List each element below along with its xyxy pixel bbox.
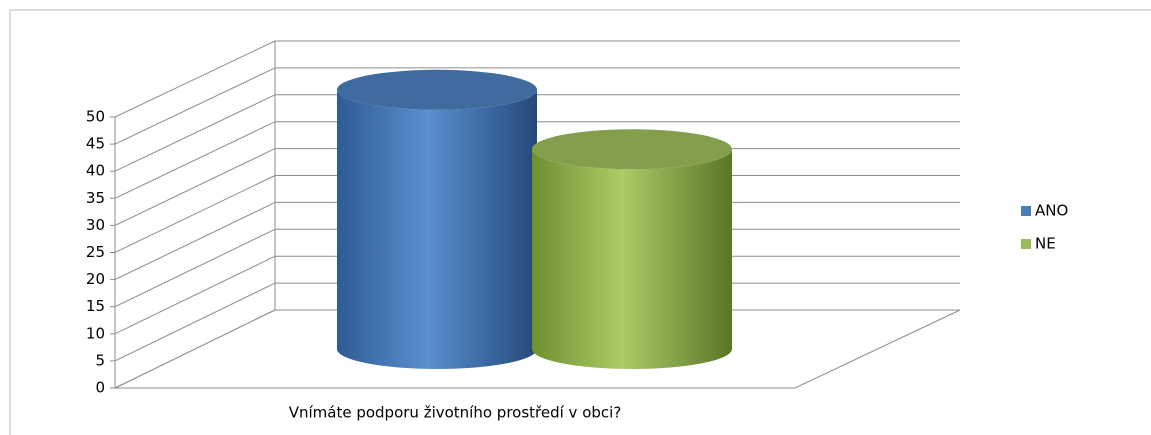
- grid-line: [114, 67, 276, 145]
- cylinder-top: [532, 129, 732, 170]
- legend-label: ANO: [1035, 202, 1068, 220]
- y-tick-label: 35: [86, 189, 105, 207]
- legend-swatch: [1021, 239, 1031, 249]
- y-tick-label: 30: [86, 216, 105, 234]
- grid-line: [114, 282, 276, 362]
- y-tick-label: 5: [95, 351, 105, 369]
- x-tick-label: Vnímáte podporu životního prostředí v ob…: [289, 404, 622, 422]
- y-tick-label: 25: [86, 243, 105, 261]
- grid-line: [114, 121, 276, 199]
- cylinder-top: [337, 69, 537, 110]
- grid-line: [114, 309, 276, 389]
- y-tick-label: 15: [86, 297, 105, 315]
- y-tick-label: 10: [86, 324, 105, 342]
- grid-line: [114, 40, 276, 118]
- grid-line: [114, 175, 276, 253]
- y-tick-label: 0: [95, 379, 105, 397]
- y-tick-label: 40: [86, 162, 105, 180]
- grid-line: [114, 201, 276, 281]
- legend-swatch: [1021, 206, 1031, 216]
- y-tick-label: 20: [86, 270, 105, 288]
- y-tick-label: 45: [86, 135, 105, 153]
- cylinder-body: [532, 149, 732, 369]
- grid-line: [114, 148, 276, 226]
- grid-line: [114, 94, 276, 172]
- grid-line: [114, 228, 276, 308]
- cylinder-body: [337, 89, 537, 370]
- legend-label: NE: [1035, 235, 1056, 253]
- y-tick-label: 50: [86, 108, 105, 126]
- grid-line: [114, 255, 276, 335]
